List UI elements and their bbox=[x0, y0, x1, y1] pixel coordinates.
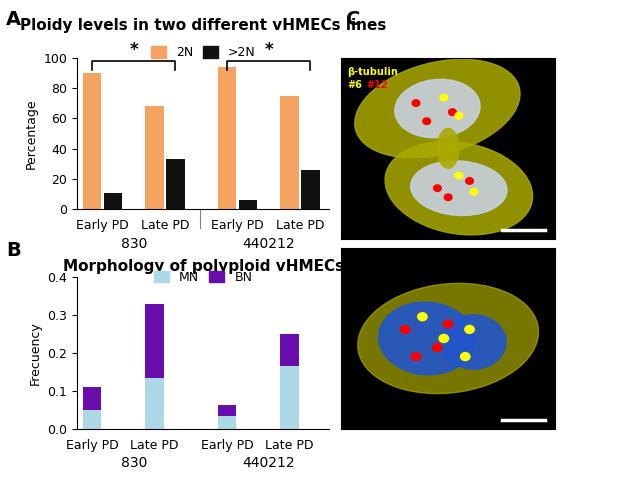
Circle shape bbox=[465, 325, 474, 334]
Y-axis label: Percentage: Percentage bbox=[25, 98, 38, 169]
Y-axis label: Frecuency: Frecuency bbox=[29, 321, 42, 385]
Text: 440212: 440212 bbox=[242, 456, 295, 470]
Bar bbox=[239, 200, 257, 209]
Circle shape bbox=[423, 118, 431, 124]
Text: *: * bbox=[264, 41, 273, 59]
Bar bbox=[280, 96, 299, 209]
Text: 830: 830 bbox=[120, 456, 147, 470]
Bar bbox=[301, 170, 320, 209]
Ellipse shape bbox=[395, 80, 480, 138]
Bar bbox=[83, 73, 101, 209]
Ellipse shape bbox=[358, 283, 539, 394]
Text: #6: #6 bbox=[347, 80, 362, 90]
Bar bbox=[218, 405, 236, 415]
Ellipse shape bbox=[437, 128, 459, 168]
Text: β-tubulin: β-tubulin bbox=[347, 67, 398, 77]
Bar bbox=[83, 388, 101, 410]
Circle shape bbox=[444, 320, 453, 328]
Legend: MN, BN: MN, BN bbox=[149, 266, 257, 289]
Title: Ploidy levels in two different vHMECs lines: Ploidy levels in two different vHMECs li… bbox=[20, 18, 386, 33]
Text: 440212: 440212 bbox=[242, 237, 295, 251]
Bar bbox=[145, 378, 164, 429]
Circle shape bbox=[460, 352, 470, 361]
Ellipse shape bbox=[411, 161, 507, 215]
Bar bbox=[145, 107, 164, 209]
Circle shape bbox=[470, 188, 478, 195]
Legend: 2N, >2N: 2N, >2N bbox=[146, 41, 261, 65]
Bar bbox=[104, 193, 122, 209]
Text: 830: 830 bbox=[120, 237, 147, 251]
Ellipse shape bbox=[442, 315, 506, 369]
Circle shape bbox=[439, 335, 449, 342]
Ellipse shape bbox=[385, 142, 532, 235]
Circle shape bbox=[418, 313, 427, 321]
Bar bbox=[83, 410, 101, 429]
Circle shape bbox=[444, 194, 452, 201]
Text: #12: #12 bbox=[366, 80, 388, 90]
Text: C: C bbox=[346, 10, 360, 28]
Bar bbox=[280, 366, 299, 429]
Ellipse shape bbox=[355, 59, 520, 158]
Circle shape bbox=[466, 178, 473, 184]
Bar bbox=[280, 335, 299, 366]
Bar bbox=[145, 304, 164, 378]
Bar bbox=[218, 67, 236, 209]
Title: Morphology of polyploid vHMECs: Morphology of polyploid vHMECs bbox=[63, 258, 344, 274]
Text: A: A bbox=[6, 10, 22, 28]
Bar bbox=[166, 160, 184, 209]
Circle shape bbox=[412, 352, 421, 361]
Circle shape bbox=[434, 185, 441, 191]
Circle shape bbox=[400, 325, 410, 334]
Text: *: * bbox=[130, 41, 138, 59]
Ellipse shape bbox=[379, 302, 474, 375]
Text: B: B bbox=[6, 241, 21, 260]
Circle shape bbox=[449, 109, 457, 115]
Bar bbox=[218, 415, 236, 429]
Circle shape bbox=[455, 172, 463, 179]
Circle shape bbox=[440, 94, 448, 101]
Circle shape bbox=[412, 100, 420, 107]
Circle shape bbox=[455, 112, 463, 119]
Circle shape bbox=[433, 344, 442, 351]
